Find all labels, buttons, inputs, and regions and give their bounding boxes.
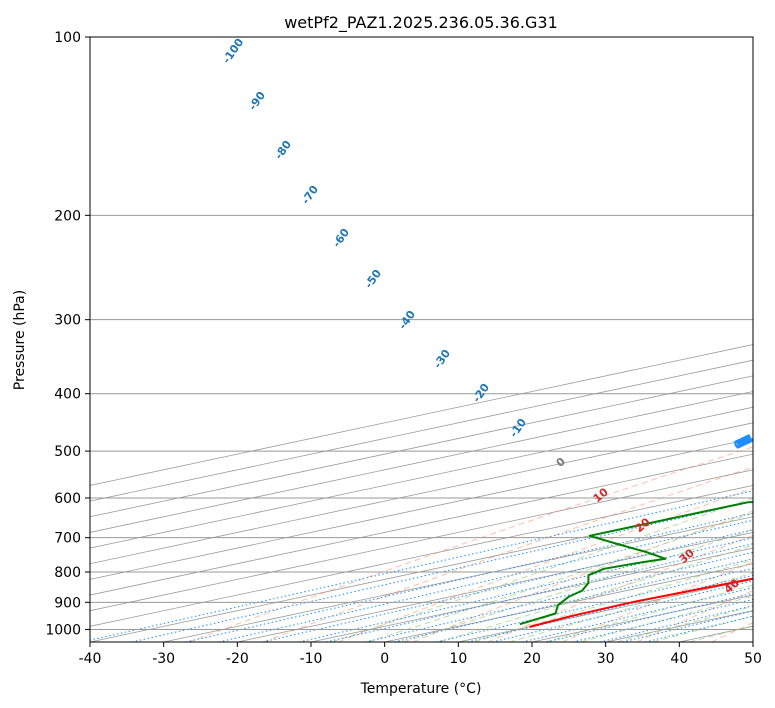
dry-adiabat-label: -30 xyxy=(431,347,453,371)
moist-adiabat-line xyxy=(652,615,753,642)
isotherm-line xyxy=(90,375,753,518)
moist-adiabat-line xyxy=(438,544,753,642)
mixing-ratio-line xyxy=(645,615,753,642)
mixing-ratio-line xyxy=(131,501,753,642)
y-tick-label: 600 xyxy=(54,491,81,507)
x-tick-label: 0 xyxy=(380,651,389,667)
y-tick-label: 1000 xyxy=(45,622,81,638)
y-tick-label: 700 xyxy=(54,531,81,547)
mixing-ratio-line xyxy=(622,610,753,642)
isotherm-line xyxy=(752,641,753,642)
x-tick-label: 20 xyxy=(523,651,541,667)
isotherm-line xyxy=(163,516,753,642)
mixing-ratio-label: 36 xyxy=(734,433,754,451)
isotherm-line xyxy=(237,531,753,642)
dry-adiabat-label: -20 xyxy=(470,381,492,405)
isotherm-line xyxy=(90,344,753,486)
mixing-ratio-line xyxy=(572,598,753,642)
moist-adiabat-line xyxy=(402,528,753,642)
x-axis-label: Temperature (°C) xyxy=(360,681,482,697)
plot-frame xyxy=(89,36,754,643)
dry-adiabat-label: -100 xyxy=(220,36,247,66)
x-tick-label: -40 xyxy=(79,651,102,667)
mixing-ratio-line xyxy=(365,551,753,642)
mixing-ratio-line xyxy=(185,512,753,642)
x-tick-label: 50 xyxy=(744,651,762,667)
line-labels: -100-90-80-70-60-50-40-30-20-100.10.20.4… xyxy=(220,36,755,597)
isotherm-line xyxy=(90,359,753,502)
x-tick-label: 30 xyxy=(597,651,615,667)
mixing-ratio-label: 30 xyxy=(734,433,754,451)
mixing-ratio-line xyxy=(467,574,753,642)
dry-adiabat-line xyxy=(562,561,753,642)
moist-adiabat-label: 40 xyxy=(722,576,742,596)
mixing-ratio-line xyxy=(325,543,753,642)
dry-adiabat-label: -40 xyxy=(396,308,418,332)
moist-adiabat-line xyxy=(688,625,753,642)
dry-adiabat-line xyxy=(263,466,753,642)
dry-adiabat-label: -80 xyxy=(272,138,294,162)
dry-adiabat-line xyxy=(188,446,753,642)
mixing-ratio-line xyxy=(262,529,753,642)
isotherm-line xyxy=(90,391,753,533)
y-tick-label: 400 xyxy=(54,387,81,403)
mixing-ratio-line xyxy=(299,537,753,642)
dry-adiabat-label: -70 xyxy=(299,183,321,207)
mixing-ratio-line xyxy=(90,490,753,641)
isotherm-line xyxy=(90,406,753,549)
mixing-ratio-label: 25 xyxy=(734,433,753,451)
isotherm-line xyxy=(310,547,753,642)
dry-adiabat-line xyxy=(338,487,753,642)
mixing-ratio-label: 16 xyxy=(734,433,754,451)
chart-title: wetPf2_PAZ1.2025.236.05.36.G31 xyxy=(284,13,558,33)
moist-adiabat-line xyxy=(473,559,753,642)
y-tick-label: 900 xyxy=(54,595,81,611)
pressure-gridlines xyxy=(90,37,753,630)
x-tick-label: -30 xyxy=(152,651,175,667)
mixing-ratio-label: 13 xyxy=(734,433,753,451)
isotherm-line xyxy=(90,453,753,596)
moist-adiabat-line xyxy=(544,584,753,642)
dry-adiabat-line xyxy=(487,534,753,642)
x-tick-label: 40 xyxy=(670,651,688,667)
mixing-ratio-label: 20 xyxy=(734,433,754,451)
x-axis: -40 -30 -20 -10 0 10 20 30 40 50 xyxy=(79,642,762,667)
dry-adiabat-label: -60 xyxy=(330,226,352,250)
isotherm-line xyxy=(90,500,753,642)
dry-adiabat-line xyxy=(636,590,753,642)
dewpoint-trace xyxy=(519,501,753,626)
isotherm-line xyxy=(90,422,753,565)
y-tick-label: 100 xyxy=(54,30,81,46)
sounding-traces xyxy=(519,501,753,628)
isotherm-line xyxy=(458,578,753,642)
y-axis-label: Pressure (hPa) xyxy=(12,290,28,390)
x-tick-label: 10 xyxy=(449,651,467,667)
isotherm-line xyxy=(90,438,753,580)
y-axis: 100 200 300 400 500 600 700 800 900 1000 xyxy=(45,30,90,638)
x-tick-label: -20 xyxy=(226,651,249,667)
mixing-ratio-line xyxy=(218,519,753,642)
isotherm-line xyxy=(90,485,753,627)
y-tick-label: 800 xyxy=(54,565,81,581)
background-lines xyxy=(90,344,753,642)
dry-adiabat-label: -90 xyxy=(246,89,268,113)
isotherm-line xyxy=(90,469,753,612)
moist-adiabat-line xyxy=(331,497,753,642)
y-tick-label: 500 xyxy=(54,444,81,460)
moist-adiabat-label: 20 xyxy=(633,515,653,535)
moist-adiabat-line xyxy=(580,595,753,642)
mixing-ratio-label: 10 xyxy=(734,433,754,451)
y-tick-label: 200 xyxy=(54,208,81,224)
dry-adiabat-line xyxy=(412,510,753,642)
x-tick-label: -10 xyxy=(300,651,323,667)
dry-adiabat-label: -50 xyxy=(362,267,384,291)
y-tick-label: 300 xyxy=(54,313,81,329)
dry-adiabat-label: -10 xyxy=(507,416,529,440)
